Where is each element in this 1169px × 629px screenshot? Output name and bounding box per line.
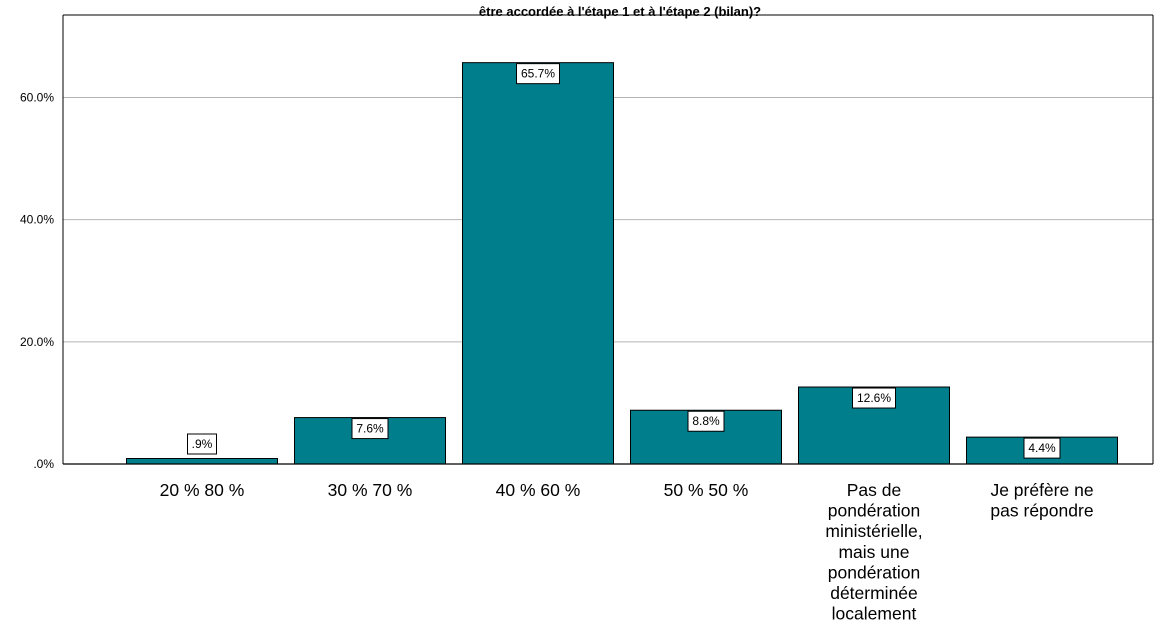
data-label: 65.7% xyxy=(521,67,555,81)
x-tick-label-line: mais une xyxy=(838,542,909,562)
y-tick-label: 40.0% xyxy=(20,213,54,227)
bars xyxy=(126,62,1118,465)
data-label-box xyxy=(687,410,725,432)
data-label-box xyxy=(1023,437,1061,459)
data-label: 7.6% xyxy=(356,422,384,436)
y-tick-label: 60.0% xyxy=(20,90,54,104)
x-tick-label-line: déterminée xyxy=(830,583,918,603)
y-tick-label: 20.0% xyxy=(20,335,54,349)
data-label-box xyxy=(351,418,389,440)
x-tick-label: 20 % 80 % xyxy=(160,480,245,500)
x-tick-label-line: 30 % 70 % xyxy=(328,480,413,500)
x-tick-label-line: localement xyxy=(832,604,917,624)
data-label: 4.4% xyxy=(1028,441,1056,455)
bar xyxy=(126,458,278,465)
x-tick-label-line: 40 % 60 % xyxy=(496,480,581,500)
x-tick-label-line: pondération xyxy=(828,501,920,521)
data-label: .9% xyxy=(192,437,213,451)
x-tick-label: 40 % 60 % xyxy=(496,480,581,500)
x-tick-label-line: Je préfère ne xyxy=(990,480,1093,500)
x-tick-label-line: 20 % 80 % xyxy=(160,480,245,500)
x-tick-label: 30 % 70 % xyxy=(328,480,413,500)
x-tick-label-line: pondération xyxy=(828,562,920,582)
x-tick-label: Je préfère ne pas répondre xyxy=(990,480,1093,521)
x-tick-label: Pas de pondération ministérielle, mais une p… xyxy=(825,480,922,624)
labels: .0% 20.0% 40.0% 60.0% .9% 20 % 80 % 7.6% 30 % 7… xyxy=(20,63,1094,624)
x-tick-label-line: Pas de xyxy=(847,480,901,500)
y-tick-label: .0% xyxy=(33,457,54,471)
data-label: 12.6% xyxy=(857,391,891,405)
data-label-box xyxy=(852,387,896,409)
data-label-box xyxy=(187,433,217,455)
x-tick-label-line: pas répondre xyxy=(990,501,1093,521)
axes xyxy=(62,14,1154,465)
x-tick-label: 50 % 50 % xyxy=(664,480,749,500)
x-tick-label-line: 50 % 50 % xyxy=(664,480,749,500)
x-tick-label-line: ministérielle, xyxy=(825,521,922,541)
chart-title: être accordée à l'étape 1 et à l'étape 2… xyxy=(479,4,761,19)
bar xyxy=(462,62,614,465)
data-label-box xyxy=(516,63,560,85)
data-label: 8.8% xyxy=(692,414,720,428)
